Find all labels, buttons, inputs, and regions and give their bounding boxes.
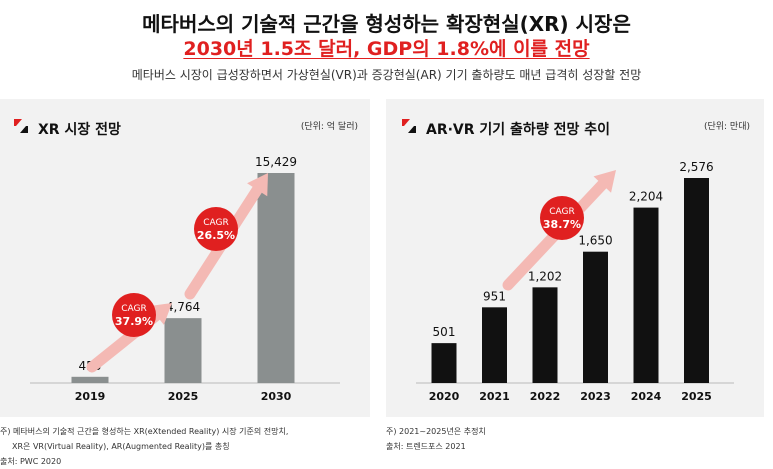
xr-footnote-line2: XR은 VR(Virtual Reality), AR(Augmented Re… bbox=[12, 442, 230, 451]
x-tick-label-2020: 2020 bbox=[429, 390, 460, 403]
xr-chart-title: XR 시장 전망 bbox=[38, 122, 121, 138]
page-headline: 2030년 1.5조 달러, GDP의 1.8%에 이를 전망 bbox=[183, 38, 590, 60]
page-subtitle: 메타버스 시장이 급성장하면서 가상현실(VR)과 증강현실(AR) 기기 출하… bbox=[131, 68, 642, 82]
cagr-value: 37.9% bbox=[115, 315, 153, 328]
bar-2020 bbox=[431, 343, 457, 383]
bar-2025 bbox=[164, 318, 202, 383]
growth-arrow-head bbox=[593, 170, 616, 193]
xr-chart-unit: (단위: 억 달러) bbox=[300, 122, 358, 132]
cagr-label: CAGR bbox=[549, 207, 575, 217]
x-tick-label-2024: 2024 bbox=[631, 390, 662, 403]
value-label-2025: 4,764 bbox=[166, 300, 200, 314]
arvr-chart-unit: (단위: 만대) bbox=[703, 122, 750, 132]
growth-arrow-2-head bbox=[247, 173, 268, 197]
page-title: 메타버스의 기술적 근간을 형성하는 확장현실(XR) 시장은 bbox=[142, 12, 631, 36]
x-tick-label-2019: 2019 bbox=[75, 390, 106, 403]
arvr-shipment-chart: 501 2020 951 2021 1,202 2022 1,650 2023 2,204 202… bbox=[416, 160, 734, 403]
arvr-footnote: 주) 2021~2025년은 추정치 출처: 트렌드포스 2021 bbox=[386, 424, 486, 454]
x-tick-label-2021: 2021 bbox=[479, 390, 510, 403]
brand-logo-icon bbox=[402, 119, 416, 133]
xr-market-panel: XR 시장 전망 (단위: 억 달러) 45520194,764202515,4… bbox=[0, 99, 370, 417]
cagr-value: 26.5% bbox=[197, 229, 235, 242]
x-tick-label-2025: 2025 bbox=[168, 390, 199, 403]
cagr-badge bbox=[540, 196, 584, 240]
bar-2030 bbox=[257, 173, 295, 383]
cagr-badge bbox=[112, 293, 156, 337]
cagr-label: CAGR bbox=[203, 218, 229, 228]
value-label-2022: 1,202 bbox=[528, 269, 562, 283]
value-label-2024: 2,204 bbox=[629, 190, 663, 204]
value-label-2030: 15,429 bbox=[255, 155, 297, 169]
cagr-label: CAGR bbox=[121, 304, 147, 314]
bar-2023 bbox=[583, 251, 608, 383]
arvr-footnote-line1: 주) 2021~2025년은 추정치 bbox=[386, 427, 486, 436]
value-label-2021: 951 bbox=[483, 289, 506, 303]
value-label-2023: 1,650 bbox=[578, 234, 612, 248]
x-tick-label-2022: 2022 bbox=[530, 390, 561, 403]
x-tick-label-2025: 2025 bbox=[681, 390, 712, 403]
arvr-shipment-panel: AR·VR 기기 출하량 전망 추이 (단위: 만대) 501 2020 951 20… bbox=[386, 99, 764, 417]
x-tick-label-2023: 2023 bbox=[580, 390, 611, 403]
bar-2022 bbox=[532, 287, 558, 383]
brand-logo-icon bbox=[14, 119, 28, 133]
xr-footnote-line1: 주) 메타버스의 기술적 근간을 형성하는 XR(eXtended Realit… bbox=[0, 427, 289, 436]
bar-2019 bbox=[71, 376, 109, 383]
x-tick-label-2030: 2030 bbox=[261, 390, 292, 403]
cagr-badge bbox=[194, 207, 238, 251]
arvr-footnote-source: 출처: 트렌드포스 2021 bbox=[386, 442, 466, 451]
value-label-2025: 2,576 bbox=[679, 160, 713, 174]
cagr-value: 38.7% bbox=[543, 218, 581, 231]
arvr-chart-title: AR·VR 기기 출하량 전망 추이 bbox=[426, 122, 610, 138]
bar-2021 bbox=[482, 307, 507, 383]
xr-footnote-source: 출처: PWC 2020 bbox=[0, 457, 62, 466]
bar-2025 bbox=[684, 178, 709, 383]
value-label-2020: 501 bbox=[433, 325, 456, 339]
bar-2024 bbox=[633, 207, 659, 383]
xr-footnote: 주) 메타버스의 기술적 근간을 형성하는 XR(eXtended Realit… bbox=[0, 424, 288, 469]
xr-market-chart: 45520194,764202515,4292030CAGR37.9%CAGR2… bbox=[30, 155, 340, 403]
